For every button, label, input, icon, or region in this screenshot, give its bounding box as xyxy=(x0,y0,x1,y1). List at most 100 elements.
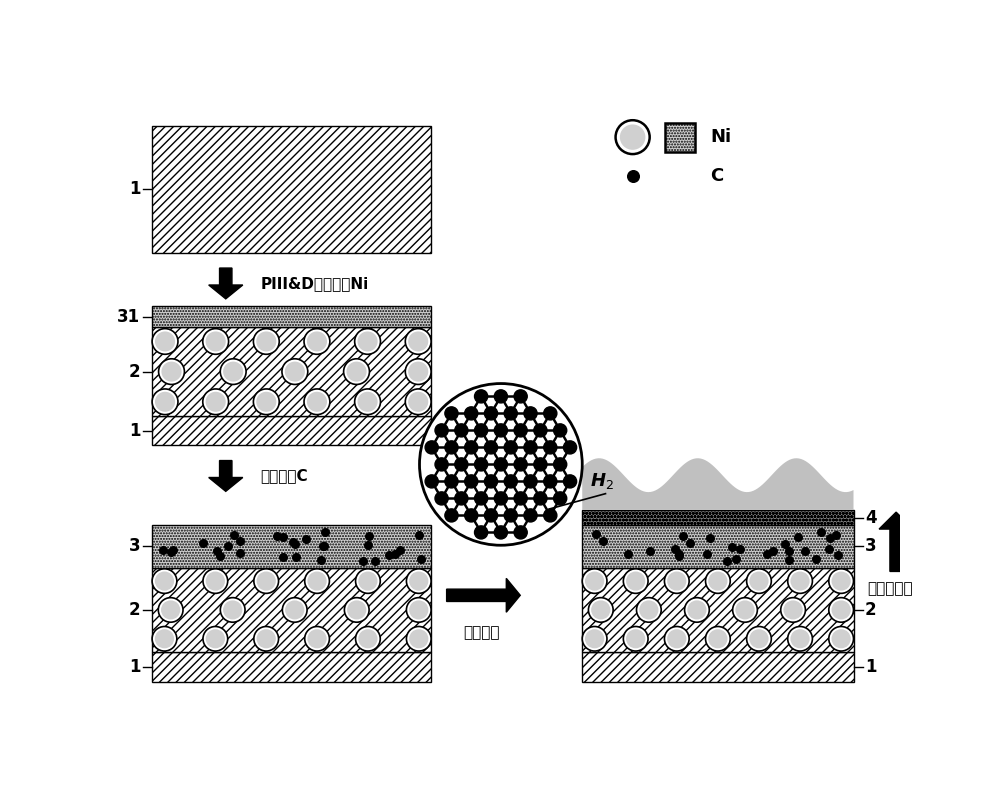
Circle shape xyxy=(475,424,488,437)
Circle shape xyxy=(425,475,438,488)
Circle shape xyxy=(155,571,174,591)
Circle shape xyxy=(408,332,428,352)
Point xyxy=(212,549,228,562)
Circle shape xyxy=(409,600,428,619)
Text: 1: 1 xyxy=(865,658,877,676)
Circle shape xyxy=(534,458,547,471)
Text: 3: 3 xyxy=(865,537,877,555)
Circle shape xyxy=(514,458,527,471)
Circle shape xyxy=(356,626,380,651)
Circle shape xyxy=(445,509,458,522)
Circle shape xyxy=(494,526,507,539)
Point xyxy=(625,169,641,182)
Circle shape xyxy=(484,509,498,522)
Circle shape xyxy=(344,359,369,385)
Circle shape xyxy=(616,120,650,154)
Circle shape xyxy=(220,359,246,385)
Point xyxy=(367,555,383,568)
Point xyxy=(813,526,829,539)
Circle shape xyxy=(307,571,327,591)
Bar xyxy=(152,567,431,653)
Point xyxy=(315,540,331,552)
Point xyxy=(822,532,838,544)
Circle shape xyxy=(152,389,178,415)
Circle shape xyxy=(304,389,330,415)
Point xyxy=(642,544,658,557)
Circle shape xyxy=(161,362,182,382)
Circle shape xyxy=(405,389,431,415)
Circle shape xyxy=(455,424,468,437)
Point xyxy=(728,553,744,566)
Point xyxy=(275,551,291,563)
Circle shape xyxy=(524,475,537,488)
Bar xyxy=(582,510,854,525)
Circle shape xyxy=(626,629,645,649)
Bar xyxy=(152,327,431,416)
Circle shape xyxy=(585,571,604,591)
Circle shape xyxy=(305,569,329,593)
Circle shape xyxy=(465,407,478,420)
Circle shape xyxy=(445,475,458,488)
Point xyxy=(671,550,687,562)
Circle shape xyxy=(223,362,243,382)
Circle shape xyxy=(406,598,431,623)
Circle shape xyxy=(445,407,458,420)
Circle shape xyxy=(747,569,771,593)
Point xyxy=(155,544,171,557)
Circle shape xyxy=(161,600,180,619)
Circle shape xyxy=(158,598,183,623)
Point xyxy=(732,543,748,555)
Polygon shape xyxy=(582,458,854,510)
Circle shape xyxy=(220,598,245,623)
Point xyxy=(765,544,781,557)
Circle shape xyxy=(554,458,567,471)
Circle shape xyxy=(435,458,448,471)
Point xyxy=(719,555,735,567)
Point xyxy=(620,547,636,560)
Circle shape xyxy=(504,509,517,522)
Text: 2: 2 xyxy=(129,601,140,619)
Point xyxy=(269,529,285,542)
Circle shape xyxy=(405,359,431,385)
Circle shape xyxy=(623,626,648,651)
Circle shape xyxy=(781,598,805,623)
Text: 31: 31 xyxy=(117,307,140,325)
Circle shape xyxy=(282,598,307,623)
Point xyxy=(387,547,403,560)
Text: 退火处理: 退火处理 xyxy=(463,625,500,640)
Point xyxy=(808,552,824,565)
Point xyxy=(781,545,797,558)
Circle shape xyxy=(155,392,175,412)
Point xyxy=(413,552,429,565)
Circle shape xyxy=(223,600,242,619)
Circle shape xyxy=(494,424,507,437)
Bar xyxy=(152,306,431,327)
Circle shape xyxy=(155,332,175,352)
Circle shape xyxy=(305,626,329,651)
Circle shape xyxy=(355,329,380,354)
Circle shape xyxy=(475,458,488,471)
Circle shape xyxy=(829,569,854,593)
Circle shape xyxy=(687,600,707,619)
Circle shape xyxy=(534,492,547,505)
Circle shape xyxy=(504,441,517,454)
Circle shape xyxy=(425,441,438,454)
Point xyxy=(781,554,797,566)
Circle shape xyxy=(514,389,527,403)
Circle shape xyxy=(484,441,498,454)
Circle shape xyxy=(585,629,604,649)
Circle shape xyxy=(667,571,686,591)
Text: C: C xyxy=(710,167,723,185)
Circle shape xyxy=(484,407,498,420)
Point xyxy=(232,534,248,547)
Circle shape xyxy=(152,626,177,651)
Point xyxy=(411,529,427,542)
Circle shape xyxy=(455,492,468,505)
Circle shape xyxy=(358,332,378,352)
Circle shape xyxy=(285,600,304,619)
Circle shape xyxy=(747,626,771,651)
Circle shape xyxy=(435,424,448,437)
Circle shape xyxy=(254,626,279,651)
Text: H$_2$: H$_2$ xyxy=(590,471,614,491)
Circle shape xyxy=(832,629,851,649)
